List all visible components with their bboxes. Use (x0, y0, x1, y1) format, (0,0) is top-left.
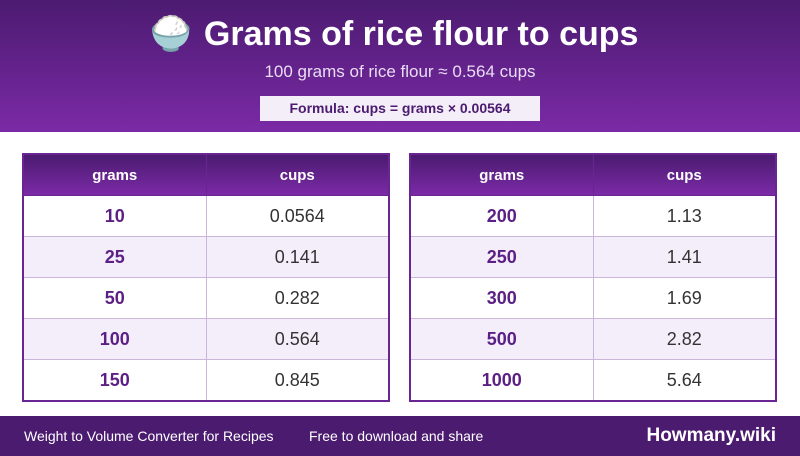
brand: Howmany.wiki (646, 425, 776, 446)
cups-cell: 0.564 (205, 318, 390, 360)
grams-cell: 200 (409, 195, 594, 237)
conversion-table: grams cups 10 0.0564 25 0.141 50 0.282 100 0.564 1… (22, 153, 390, 402)
cups-cell: 5.64 (592, 359, 777, 402)
footer-left: Weight to Volume Converter for Recipes (24, 428, 274, 444)
row: 500 2.82 (409, 318, 777, 360)
cups-cell: 1.41 (592, 236, 777, 278)
grams-cell: 10 (22, 195, 207, 237)
formula: Formula: cups = grams × 0.00564 (260, 96, 540, 121)
grams-cell: 500 (409, 318, 594, 360)
row: 150 0.845 (22, 359, 390, 402)
cups-cell: 0.0564 (205, 195, 390, 237)
grams-cell: 150 (22, 359, 207, 402)
header-row: grams cups (22, 153, 390, 196)
conversion-table: grams cups 200 1.13 250 1.41 300 1.69 500 2.82 100… (409, 153, 777, 402)
row: 300 1.69 (409, 277, 777, 319)
footer: Weight to Volume Converter for Recipes F… (0, 416, 800, 456)
subtitle: 100 grams of rice flour ≈ 0.564 cups (264, 62, 536, 81)
column-header: grams (409, 153, 594, 196)
grams-cell: 300 (409, 277, 594, 319)
cups-cell: 0.282 (205, 277, 390, 319)
row: 200 1.13 (409, 195, 777, 237)
row: 100 0.564 (22, 318, 390, 360)
column-header: cups (592, 153, 777, 196)
grams-cell: 100 (22, 318, 207, 360)
footer-middle: Free to download and share (309, 428, 484, 444)
grams-cell: 25 (22, 236, 207, 278)
row: 1000 5.64 (409, 359, 777, 402)
column-header: cups (205, 153, 390, 196)
title: 🍚 Grams of rice flour to cups (0, 14, 800, 54)
grams-cell: 50 (22, 277, 207, 319)
cups-cell: 2.82 (592, 318, 777, 360)
icon: 🍚 (149, 15, 192, 53)
grams-cell: 250 (409, 236, 594, 278)
cups-cell: 1.13 (592, 195, 777, 237)
cups-cell: 1.69 (592, 277, 777, 319)
row: 50 0.282 (22, 277, 390, 319)
cups-cell: 0.845 (205, 359, 390, 402)
row: 10 0.0564 (22, 195, 390, 237)
header-row: grams cups (409, 153, 777, 196)
row: 250 1.41 (409, 236, 777, 278)
header: 🍚 Grams of rice flour to cups 100 grams o… (0, 0, 800, 132)
title-text: Grams of rice flour to cups (203, 15, 639, 53)
column-header: grams (22, 153, 207, 196)
row: 25 0.141 (22, 236, 390, 278)
cups-cell: 0.141 (205, 236, 390, 278)
grams-cell: 1000 (409, 359, 594, 402)
